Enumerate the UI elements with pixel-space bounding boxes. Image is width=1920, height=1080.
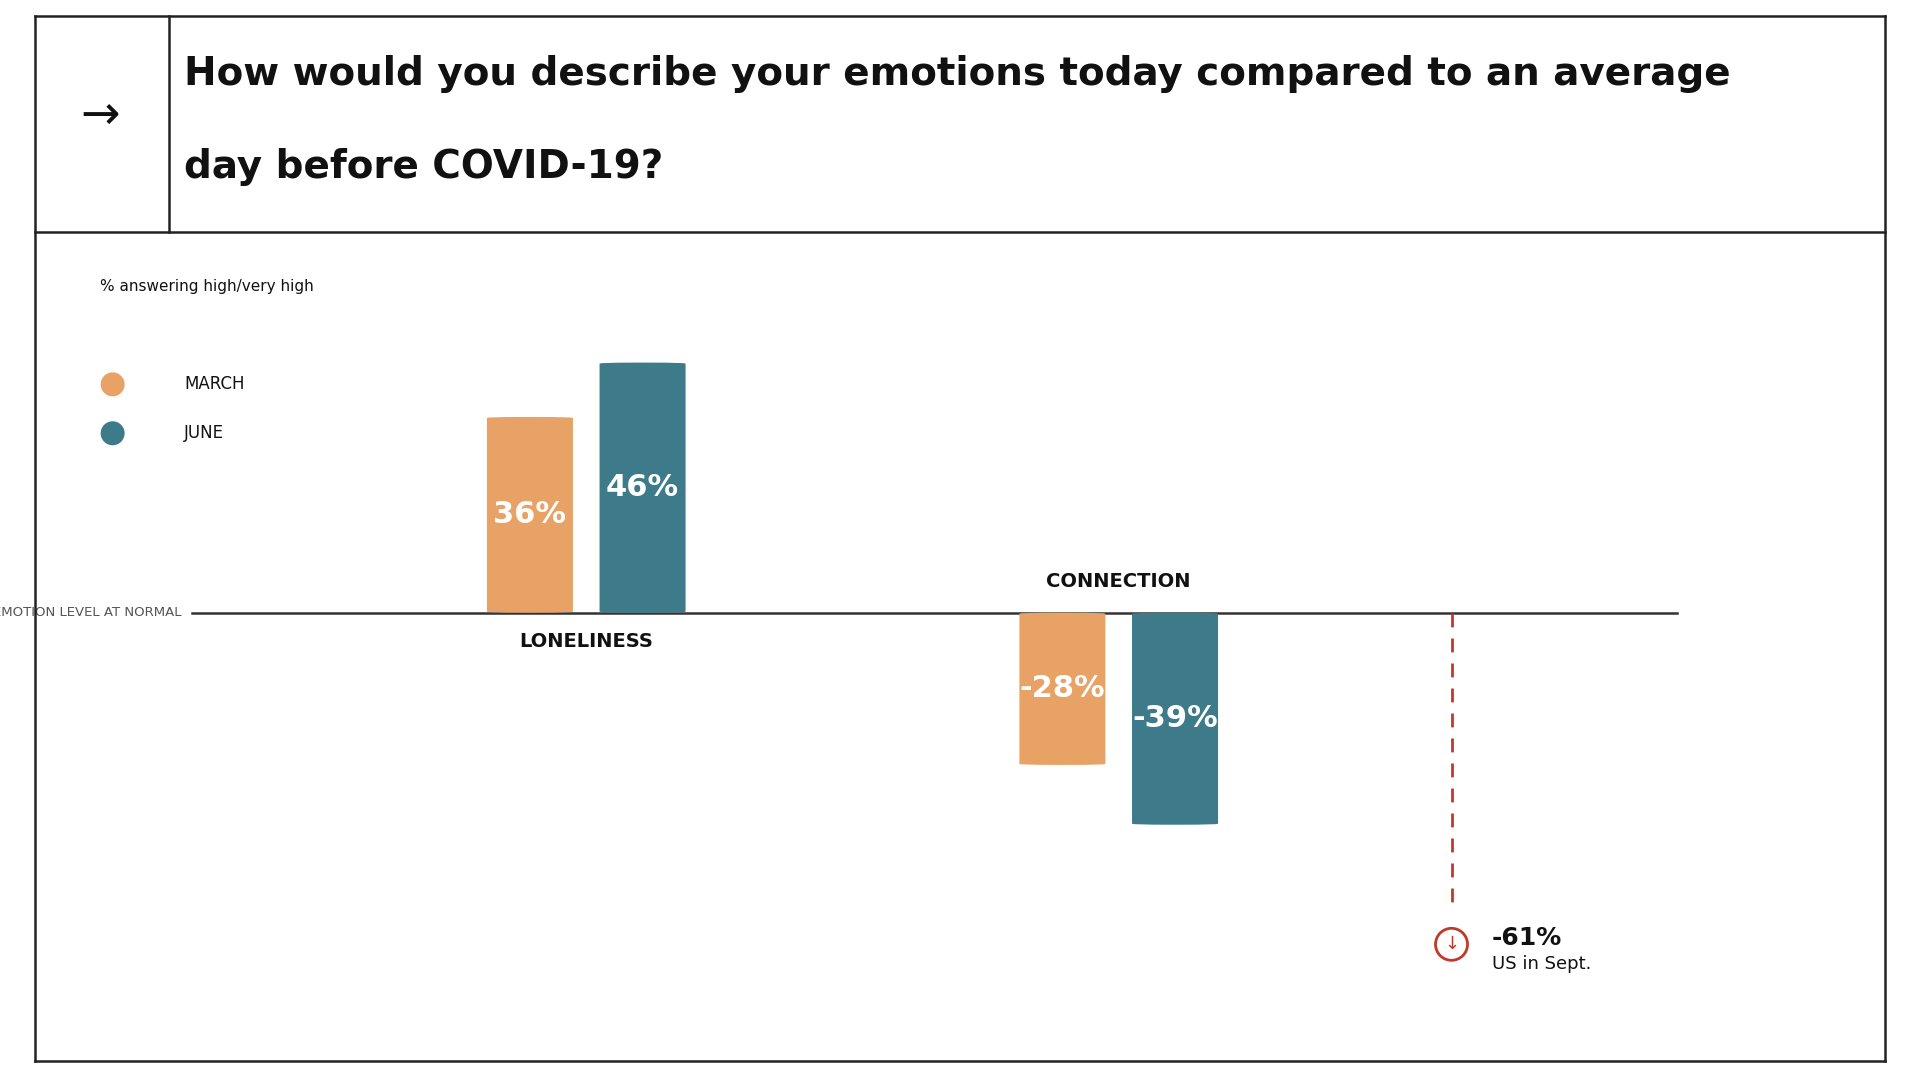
FancyBboxPatch shape [1133,612,1217,825]
Text: -28%: -28% [1020,674,1106,703]
FancyBboxPatch shape [488,417,572,612]
Text: -61%: -61% [1492,926,1563,950]
Text: % answering high/very high: % answering high/very high [100,279,313,294]
Text: LONELINESS: LONELINESS [518,632,653,651]
Text: JUNE: JUNE [184,424,225,443]
Text: US in Sept.: US in Sept. [1492,955,1592,972]
Text: →: → [81,94,119,138]
Text: MARCH: MARCH [184,376,246,393]
Text: EMOTION LEVEL AT NORMAL: EMOTION LEVEL AT NORMAL [0,606,182,619]
Text: 36%: 36% [493,500,566,529]
Text: CONNECTION: CONNECTION [1046,572,1190,591]
Ellipse shape [100,373,125,396]
Text: ↓: ↓ [1444,935,1459,954]
FancyBboxPatch shape [599,363,685,612]
Text: -39%: -39% [1133,704,1217,733]
Ellipse shape [100,421,125,445]
Text: day before COVID-19?: day before COVID-19? [184,148,664,186]
Text: 46%: 46% [607,473,680,502]
Text: How would you describe your emotions today compared to an average: How would you describe your emotions tod… [184,55,1732,93]
FancyBboxPatch shape [1020,612,1106,765]
